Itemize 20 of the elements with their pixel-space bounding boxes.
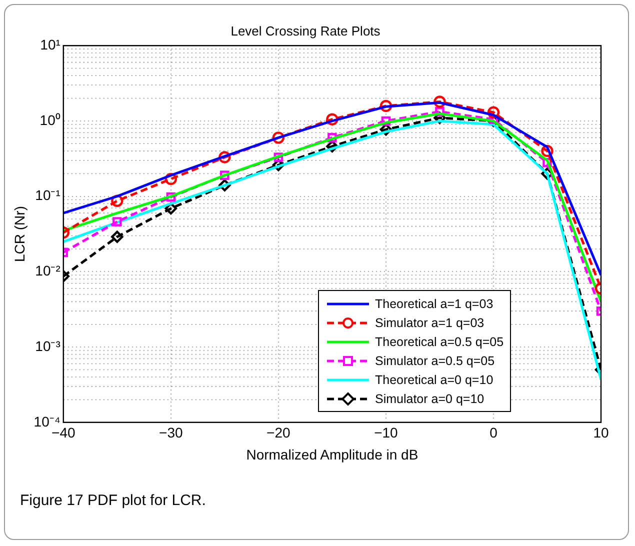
caption: Figure 17 PDF plot for LCR.: [20, 492, 206, 509]
legend-label: Theoretical a=1 q=03: [375, 296, 494, 311]
legend-label: Theoretical a=0.5 q=05: [375, 334, 504, 349]
y-tick-label: 10⁰: [40, 112, 60, 128]
legend-label: Simulator a=1 q=03: [375, 316, 484, 330]
x-tick-label: −30: [159, 424, 183, 441]
y-tick-label: 10¹: [40, 36, 61, 52]
x-tick-label: 10: [593, 424, 609, 441]
chart-title: Level Crossing Rate Plots: [230, 23, 381, 38]
x-axis-title: Normalized Amplitude in dB: [246, 446, 418, 462]
legend-label: Theoretical a=0 q=10: [375, 372, 494, 387]
y-tick-label: 10⁻³: [35, 338, 61, 354]
x-tick-label: −10: [374, 424, 398, 441]
x-tick-label: 0: [490, 424, 498, 441]
y-axis-title: LCR (Nr): [11, 206, 28, 262]
legend-label: Simulator a=0.5 q=05: [375, 354, 495, 368]
y-tick-label: 10⁻²: [35, 262, 61, 279]
x-tick-label: −20: [266, 424, 291, 441]
legend-label: Simulator a=0 q=10: [375, 392, 484, 406]
y-tick-label: 10⁻¹: [35, 187, 61, 204]
